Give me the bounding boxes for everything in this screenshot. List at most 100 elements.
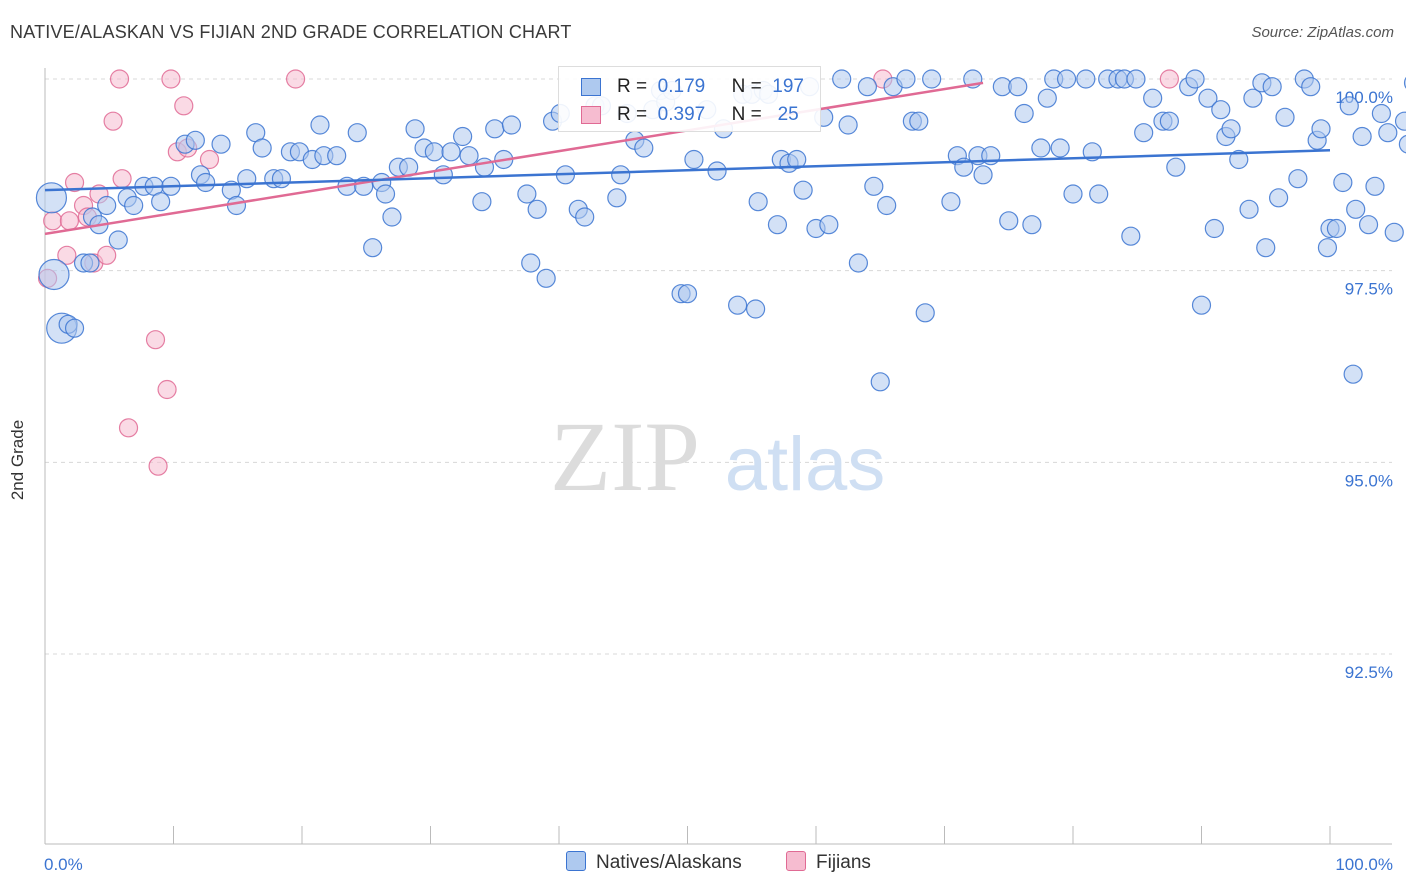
native-point-175	[1384, 222, 1404, 242]
native-point-85	[746, 299, 766, 319]
watermark: ZIP atlas	[550, 401, 885, 512]
native-point-140	[1159, 111, 1179, 131]
native-point-0	[35, 182, 68, 214]
native-point-71	[634, 138, 654, 158]
y-tick-label-0: 92.5%	[1345, 663, 1393, 682]
legend-text-fijians: R = 0.397 N = 25	[617, 104, 799, 125]
axes	[44, 68, 1392, 845]
fijian-point-3	[59, 211, 80, 231]
native-point-32	[310, 115, 330, 135]
stats-legend: R = 0.179 N = 197 R = 0.397 N = 25	[558, 66, 821, 132]
native-point-78	[684, 149, 704, 170]
native-point-10	[108, 230, 128, 250]
native-point-41	[382, 207, 402, 227]
legend-text-natives: R = 0.179 N = 197	[617, 76, 804, 97]
legend-item-fijians[interactable]: Fijians	[786, 851, 871, 874]
native-point-23	[226, 195, 247, 216]
native-point-119	[999, 211, 1019, 231]
native-point-128	[1063, 184, 1083, 204]
native-point-9	[97, 195, 117, 216]
native-point-149	[1221, 119, 1241, 139]
y-tick-label-1: 95.0%	[1345, 471, 1393, 490]
source-label: Source: ZipAtlas.com	[1251, 24, 1394, 41]
watermark-atlas: atlas	[725, 422, 886, 507]
fijian-point-1	[43, 211, 63, 231]
native-point-167	[1339, 96, 1359, 116]
fijian-point-17	[161, 69, 181, 89]
native-point-177	[1398, 134, 1406, 154]
native-point-143	[1185, 69, 1205, 89]
native-point-18	[185, 130, 205, 150]
native-point-26	[252, 138, 272, 158]
native-point-152	[1243, 88, 1263, 108]
native-point-36	[347, 123, 367, 143]
y-tick-label-2: 97.5%	[1345, 280, 1393, 299]
native-point-138	[1143, 88, 1163, 108]
native-point-146	[1204, 218, 1224, 239]
trendlines	[44, 81, 1331, 236]
native-point-57	[521, 253, 541, 273]
native-point-15	[151, 192, 171, 212]
native-point-97	[819, 215, 839, 235]
fijian-point-9	[97, 245, 117, 265]
native-point-38	[363, 238, 383, 258]
native-point-141	[1166, 157, 1186, 177]
native-point-108	[909, 111, 929, 131]
native-point-171	[1358, 215, 1379, 235]
native-point-20	[196, 172, 216, 193]
legend-swatch-natives-bottom	[566, 851, 586, 871]
trendline-fijians	[44, 81, 984, 236]
fijian-point-16	[157, 379, 177, 400]
native-point-150	[1229, 149, 1249, 170]
series-natives	[35, 69, 1406, 392]
native-point-68	[611, 165, 631, 185]
native-point-98	[832, 69, 852, 89]
fijian-point-21	[199, 149, 220, 170]
legend-item-natives[interactable]: Natives/Alaskans	[566, 851, 742, 874]
trendline-natives	[44, 149, 1331, 192]
native-point-59	[536, 268, 556, 288]
native-point-120	[1008, 77, 1028, 97]
fijian-point-2	[57, 245, 77, 265]
native-point-157	[1275, 107, 1295, 127]
native-point-124	[1037, 88, 1057, 108]
fijian-point-12	[112, 169, 132, 189]
native-point-162	[1311, 119, 1331, 139]
native-point-154	[1256, 238, 1276, 258]
native-point-168	[1343, 364, 1363, 384]
native-point-127	[1056, 69, 1077, 89]
x-tick-label-1: 100.0%	[1335, 855, 1393, 874]
native-point-86	[748, 192, 768, 212]
native-point-155	[1262, 77, 1282, 97]
native-point-110	[922, 69, 942, 89]
fijian-point-15	[148, 456, 168, 476]
fijian-point-10	[103, 111, 123, 131]
native-point-34	[327, 146, 347, 166]
native-point-102	[864, 176, 884, 196]
native-point-174	[1378, 123, 1398, 143]
native-point-121	[1014, 103, 1034, 124]
native-point-103	[870, 372, 890, 392]
native-point-137	[1134, 123, 1154, 143]
native-point-46	[424, 142, 444, 162]
native-point-101	[857, 77, 878, 97]
native-point-136	[1126, 69, 1146, 89]
native-point-129	[1076, 69, 1096, 89]
fijian-point-14	[145, 330, 166, 350]
native-point-93	[793, 180, 813, 200]
native-point-1	[38, 258, 70, 291]
chart-title: NATIVE/ALASKAN VS FIJIAN 2ND GRADE CORRE…	[10, 22, 572, 42]
native-point-82	[728, 295, 748, 315]
native-point-40	[375, 184, 396, 204]
fijian-point-22	[285, 69, 306, 89]
native-point-44	[405, 119, 425, 139]
native-point-106	[896, 69, 916, 89]
series-legend: Natives/Alaskans Fijians	[0, 851, 1406, 879]
native-point-12	[124, 195, 144, 216]
native-point-77	[677, 284, 698, 304]
native-point-176	[1394, 111, 1406, 131]
native-point-4	[64, 318, 85, 338]
native-point-116	[973, 165, 993, 185]
native-point-55	[501, 115, 522, 135]
